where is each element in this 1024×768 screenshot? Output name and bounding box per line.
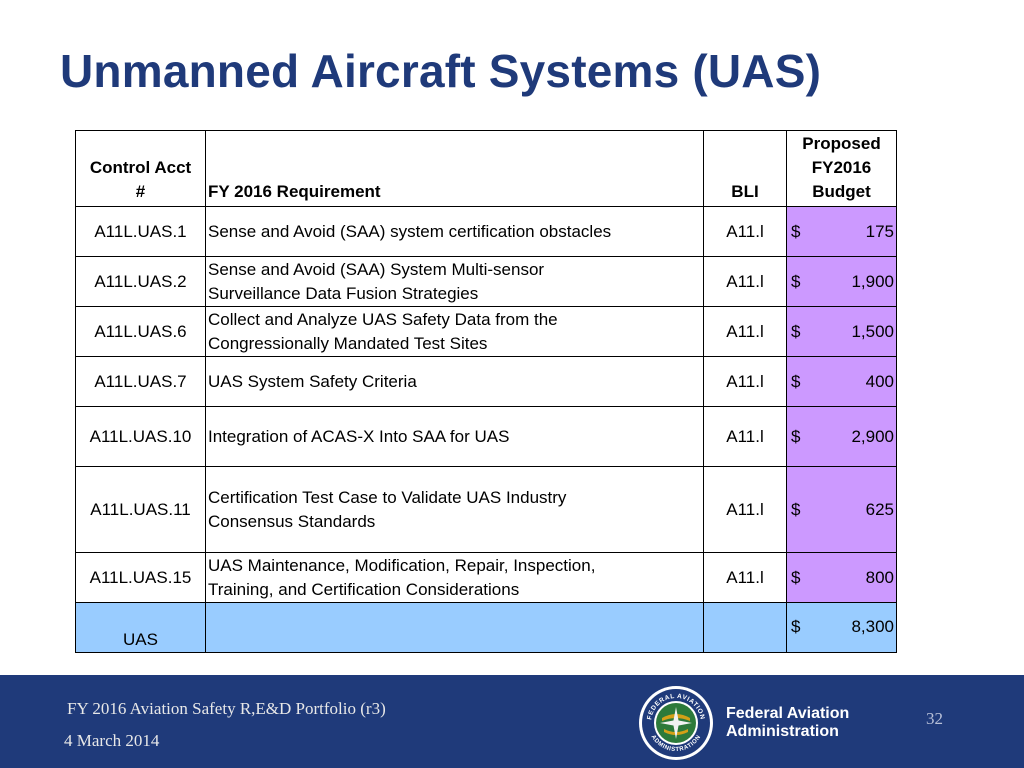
control-acct-cell: A11L.UAS.10 <box>75 406 206 467</box>
requirement-cell: Certification Test Case to Validate UAS … <box>205 466 704 553</box>
currency-symbol: $ <box>791 321 801 341</box>
agency-line1: Federal Aviation <box>726 705 850 722</box>
header-requirement: FY 2016 Requirement <box>205 130 704 207</box>
bli-cell: A11.l <box>703 306 787 357</box>
total-empty-cell <box>205 602 704 653</box>
footer-bar: FY 2016 Aviation Safety R,E&D Portfolio … <box>0 675 1024 768</box>
bli-cell: A11.l <box>703 406 787 467</box>
header-budget-line3: Budget <box>812 182 871 201</box>
bli-cell: A11.l <box>703 466 787 553</box>
table-row: A11L.UAS.10 Integration of ACAS-X Into S… <box>75 406 897 467</box>
table-row: A11L.UAS.1 Sense and Avoid (SAA) system … <box>75 206 897 257</box>
footer-portfolio-label: FY 2016 Aviation Safety R,E&D Portfolio … <box>67 699 386 718</box>
table-header-row: Control Acct # FY 2016 Requirement BLI Pr… <box>75 130 897 207</box>
page-number: 32 <box>926 709 943 728</box>
agency-name: Federal Aviation Administration <box>726 705 849 741</box>
requirement-line2: Congressionally Mandated Test Sites <box>208 333 488 353</box>
budget-amount: 400 <box>865 371 894 391</box>
budget-cell: $625 <box>786 466 897 553</box>
budget-cell: $1,500 <box>786 306 897 357</box>
budget-amount: 1,900 <box>851 271 894 291</box>
currency-symbol: $ <box>791 499 801 519</box>
requirement-line1: Collect and Analyze UAS Safety Data from… <box>208 309 558 329</box>
table-row: A11L.UAS.7 UAS System Safety Criteria A1… <box>75 356 897 407</box>
header-bli: BLI <box>703 130 787 207</box>
requirement-cell: UAS Maintenance, Modification, Repair, I… <box>205 552 704 603</box>
header-budget: Proposed FY2016 Budget <box>786 130 897 207</box>
budget-cell: $1,900 <box>786 256 897 307</box>
requirement-line2: Training, and Certification Consideratio… <box>208 579 520 599</box>
requirement-line2: Surveillance Data Fusion Strategies <box>208 283 479 303</box>
currency-symbol: $ <box>791 617 801 636</box>
budget-cell: $800 <box>786 552 897 603</box>
requirement-cell: Integration of ACAS-X Into SAA for UAS <box>205 406 704 467</box>
header-control-acct: Control Acct # <box>75 130 206 207</box>
budget-cell: $175 <box>786 206 897 257</box>
footer-date: 4 March 2014 <box>64 731 160 750</box>
requirement-cell: Sense and Avoid (SAA) System Multi-senso… <box>205 256 704 307</box>
control-acct-cell: A11L.UAS.7 <box>75 356 206 407</box>
total-label-cell: UAS <box>75 602 206 653</box>
requirement-cell: Sense and Avoid (SAA) system certificati… <box>205 206 704 257</box>
table-row: A11L.UAS.15 UAS Maintenance, Modificatio… <box>75 552 897 603</box>
table-row: A11L.UAS.6 Collect and Analyze UAS Safet… <box>75 306 897 357</box>
total-amount: 8,300 <box>851 617 894 636</box>
currency-symbol: $ <box>791 221 801 241</box>
table-row: A11L.UAS.2 Sense and Avoid (SAA) System … <box>75 256 897 307</box>
agency-line2: Administration <box>726 723 839 740</box>
table-total-row: UAS $8,300 <box>75 602 897 653</box>
budget-cell: $2,900 <box>786 406 897 467</box>
uas-budget-table: Control Acct # FY 2016 Requirement BLI Pr… <box>75 130 897 653</box>
requirement-cell: UAS System Safety Criteria <box>205 356 704 407</box>
budget-amount: 800 <box>865 567 894 587</box>
bli-cell: A11.l <box>703 206 787 257</box>
control-acct-cell: A11L.UAS.6 <box>75 306 206 357</box>
control-acct-cell: A11L.UAS.2 <box>75 256 206 307</box>
control-acct-cell: A11L.UAS.11 <box>75 466 206 553</box>
requirement-line2: Consensus Standards <box>208 511 376 531</box>
bli-cell: A11.l <box>703 256 787 307</box>
requirement-line1: Integration of ACAS-X Into SAA for UAS <box>208 426 510 446</box>
bli-cell: A11.l <box>703 356 787 407</box>
requirement-line1: Sense and Avoid (SAA) system certificati… <box>208 221 612 241</box>
budget-amount: 2,900 <box>851 426 894 446</box>
currency-symbol: $ <box>791 426 801 446</box>
total-budget-cell: $8,300 <box>786 602 897 653</box>
total-empty-cell <box>703 602 787 653</box>
header-budget-line1: Proposed <box>802 134 881 153</box>
header-control-acct-line1: Control Acct <box>89 158 192 177</box>
currency-symbol: $ <box>791 371 801 391</box>
bli-cell: A11.l <box>703 552 787 603</box>
table-row: A11L.UAS.11 Certification Test Case to V… <box>75 466 897 553</box>
budget-amount: 1,500 <box>851 321 894 341</box>
control-acct-cell: A11L.UAS.1 <box>75 206 206 257</box>
header-budget-line2: FY2016 <box>811 158 872 177</box>
control-acct-cell: A11L.UAS.15 <box>75 552 206 603</box>
requirement-line1: UAS System Safety Criteria <box>208 371 417 391</box>
header-control-acct-line2: # <box>135 182 146 201</box>
budget-amount: 625 <box>865 499 894 519</box>
slide-title: Unmanned Aircraft Systems (UAS) <box>60 45 822 97</box>
requirement-line1: UAS Maintenance, Modification, Repair, I… <box>208 555 596 575</box>
budget-cell: $400 <box>786 356 897 407</box>
currency-symbol: $ <box>791 271 801 291</box>
currency-symbol: $ <box>791 567 801 587</box>
faa-seal-icon: FEDERAL AVIATION ADMINISTRATION <box>639 686 713 760</box>
requirement-line1: Certification Test Case to Validate UAS … <box>208 487 567 507</box>
budget-amount: 175 <box>865 221 894 241</box>
requirement-line1: Sense and Avoid (SAA) System Multi-senso… <box>208 259 545 279</box>
requirement-cell: Collect and Analyze UAS Safety Data from… <box>205 306 704 357</box>
